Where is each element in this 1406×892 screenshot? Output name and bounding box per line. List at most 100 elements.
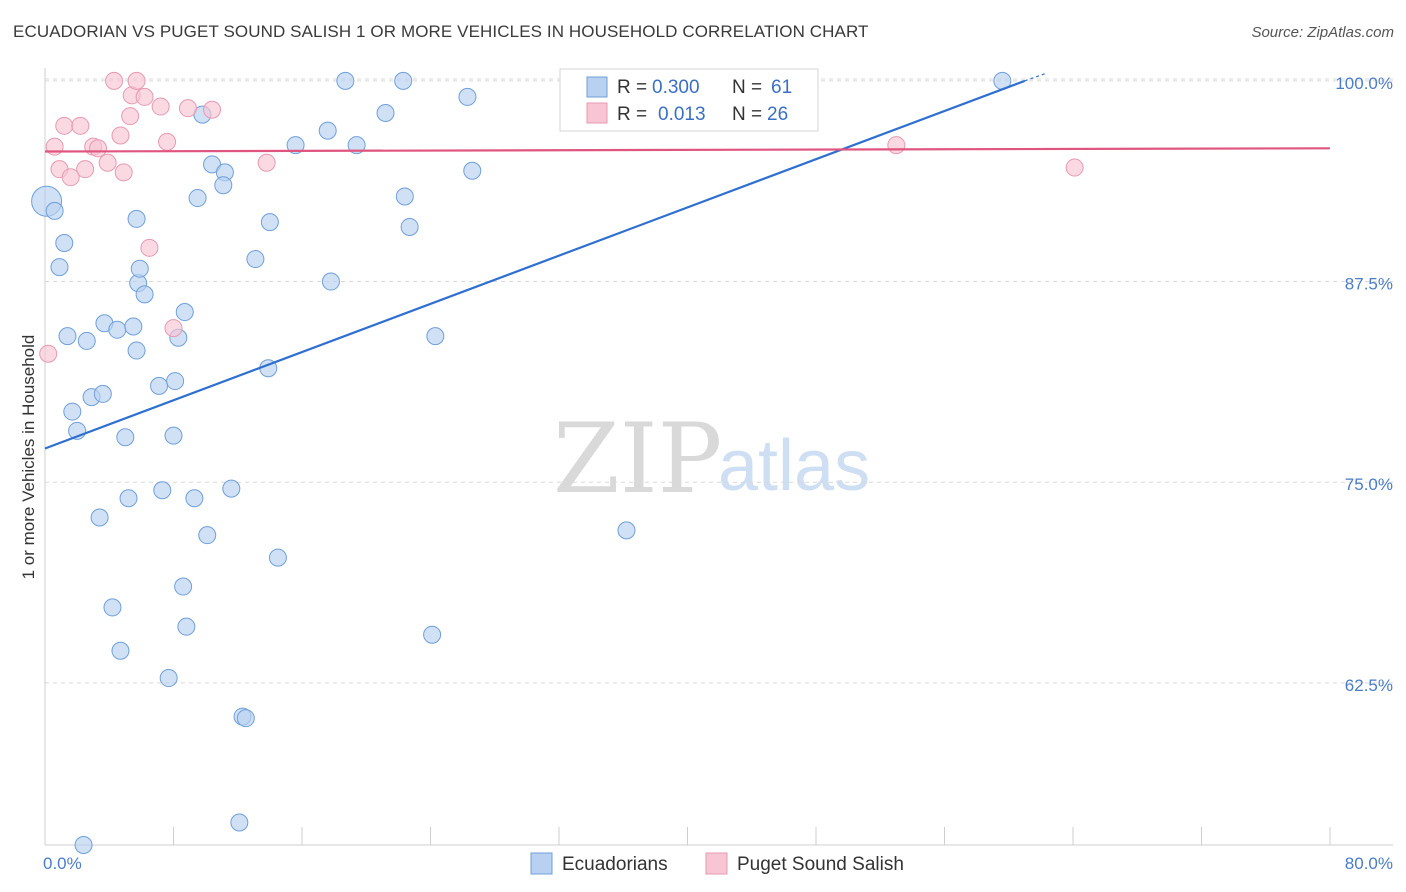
puget-sound-salish-point <box>257 153 276 172</box>
ecuadorians-point <box>268 548 287 567</box>
ecuadorians-point <box>174 577 193 596</box>
bottom-legend: Ecuadorians Puget Sound Salish <box>530 852 904 875</box>
legend-swatch-pink <box>586 102 608 124</box>
puget-sound-salish-point <box>105 71 124 90</box>
ecuadorians-point <box>127 341 146 360</box>
ecuadorians-point <box>222 479 241 498</box>
ecuadorians-point <box>458 87 477 106</box>
ecuadorians-point <box>77 331 96 350</box>
x-tick-label-min: 0.0% <box>43 854 82 873</box>
puget-sound-salish-point <box>114 163 133 182</box>
puget-sound-salish-point <box>164 319 183 338</box>
watermark-atlas: atlas <box>718 426 870 506</box>
legend-r-label-1: R = <box>617 77 647 98</box>
puget-sound-salish-trendline <box>44 147 1331 153</box>
puget-sound-salish-point <box>151 97 170 116</box>
ecuadorians-point <box>90 508 109 527</box>
bottom-legend-swatch-puget <box>705 852 728 875</box>
ecuadorians-point <box>119 489 138 508</box>
ecuadorians-point <box>185 489 204 508</box>
ecuadorians-point <box>347 136 366 155</box>
stats-legend: R = 0.300 N = 61 R = 0.013 N = 26 <box>559 68 819 132</box>
ecuadorians-point <box>236 709 255 728</box>
ecuadorians-point <box>260 213 279 232</box>
bottom-legend-puget-sound-salish: Puget Sound Salish <box>737 854 904 875</box>
watermark-zip: ZIP <box>553 403 722 515</box>
ecuadorians-point <box>177 617 196 636</box>
gridlines <box>45 78 1393 684</box>
legend-n-label-1: N = <box>732 77 762 98</box>
puget-sound-salish-point <box>178 99 197 118</box>
ecuadorians-point <box>159 669 178 688</box>
ecuadorians-point <box>74 836 93 854</box>
legend-n-label-2: N = <box>732 104 762 125</box>
legend-n-value-2: 26 <box>767 104 788 125</box>
ecuadorians-point <box>617 521 636 540</box>
ecuadorians-point <box>400 217 419 236</box>
ecuadorians-point <box>376 103 395 122</box>
ecuadorians-point <box>188 189 207 208</box>
ecuadorians-point <box>423 625 442 644</box>
ecuadorians-point <box>108 320 127 339</box>
y-tick-label: 75.0% <box>1345 475 1393 494</box>
ecuadorians-point <box>111 641 130 660</box>
puget-sound-salish-point <box>203 100 222 119</box>
puget-sound-salish-point <box>98 153 117 172</box>
puget-sound-salish-point <box>89 139 108 158</box>
puget-sound-salish-point <box>55 116 74 135</box>
ecuadorians-point <box>246 250 265 269</box>
legend-r-label-2: R = <box>617 104 647 125</box>
ecuadorians-point <box>166 372 185 391</box>
y-tick-labels: 62.5% 75.0% 87.5% 100.0% <box>1335 74 1393 695</box>
ecuadorians-point <box>93 384 112 403</box>
puget-sound-salish-point <box>45 137 64 156</box>
ecuadorians-point <box>230 813 249 832</box>
ecuadorians-trendline <box>44 79 1026 450</box>
ecuadorians-point <box>116 428 135 447</box>
legend-r-value-1: 0.300 <box>652 77 700 98</box>
ecuadorians-point <box>198 526 217 545</box>
puget-sound-salish-point <box>71 116 90 135</box>
ecuadorians-point <box>336 71 355 90</box>
ecuadorians-point <box>175 303 194 322</box>
ecuadorians-point <box>153 481 172 500</box>
puget-sound-salish-point <box>76 160 95 179</box>
puget-sound-salish-point <box>121 107 140 126</box>
bottom-legend-ecuadorians: Ecuadorians <box>562 854 668 875</box>
puget-sound-salish-point <box>140 238 159 257</box>
ecuadorians-point <box>318 121 337 140</box>
ecuadorians-point <box>150 376 169 395</box>
ecuadorians-point <box>214 176 233 195</box>
puget-sound-salish-point <box>887 136 906 155</box>
y-axis-label: 1 or more Vehicles in Household <box>19 335 38 580</box>
ecuadorians-point <box>63 402 82 421</box>
y-tick-label: 87.5% <box>1345 275 1393 294</box>
ecuadorians-point <box>135 285 154 304</box>
ecuadorians-point <box>130 259 149 278</box>
chart-title: ECUADORIAN VS PUGET SOUND SALISH 1 OR MO… <box>13 22 869 41</box>
ecuadorians-point <box>394 71 413 90</box>
puget-sound-salish-point <box>111 126 130 145</box>
ecuadorians-point <box>55 234 74 253</box>
ecuadorians-point <box>203 155 222 174</box>
ecuadorians-point <box>58 327 77 346</box>
puget-sound-salish-point <box>127 71 146 90</box>
source-credit: Source: ZipAtlas.com <box>1251 24 1394 41</box>
puget-sound-salish-point <box>39 344 58 363</box>
ecuadorians-point <box>127 209 146 228</box>
ecuadorians-point <box>321 272 340 291</box>
puget-sound-salish-point <box>135 87 154 106</box>
puget-sound-salish-point <box>1065 158 1084 177</box>
puget-sound-salish-point <box>61 168 80 187</box>
ecuadorians-point <box>124 317 143 336</box>
legend-n-value-1: 61 <box>771 77 792 98</box>
ecuadorians-point <box>286 136 305 155</box>
legend-r-value-2: 0.013 <box>658 104 706 125</box>
ecuadorians-point <box>164 426 183 445</box>
ecuadorians-point <box>426 327 445 346</box>
ecuadorians-point <box>463 161 482 180</box>
bottom-legend-swatch-ecuadorians <box>530 852 553 875</box>
ecuadorians-point <box>45 201 64 220</box>
ecuadorians-point <box>50 258 69 277</box>
